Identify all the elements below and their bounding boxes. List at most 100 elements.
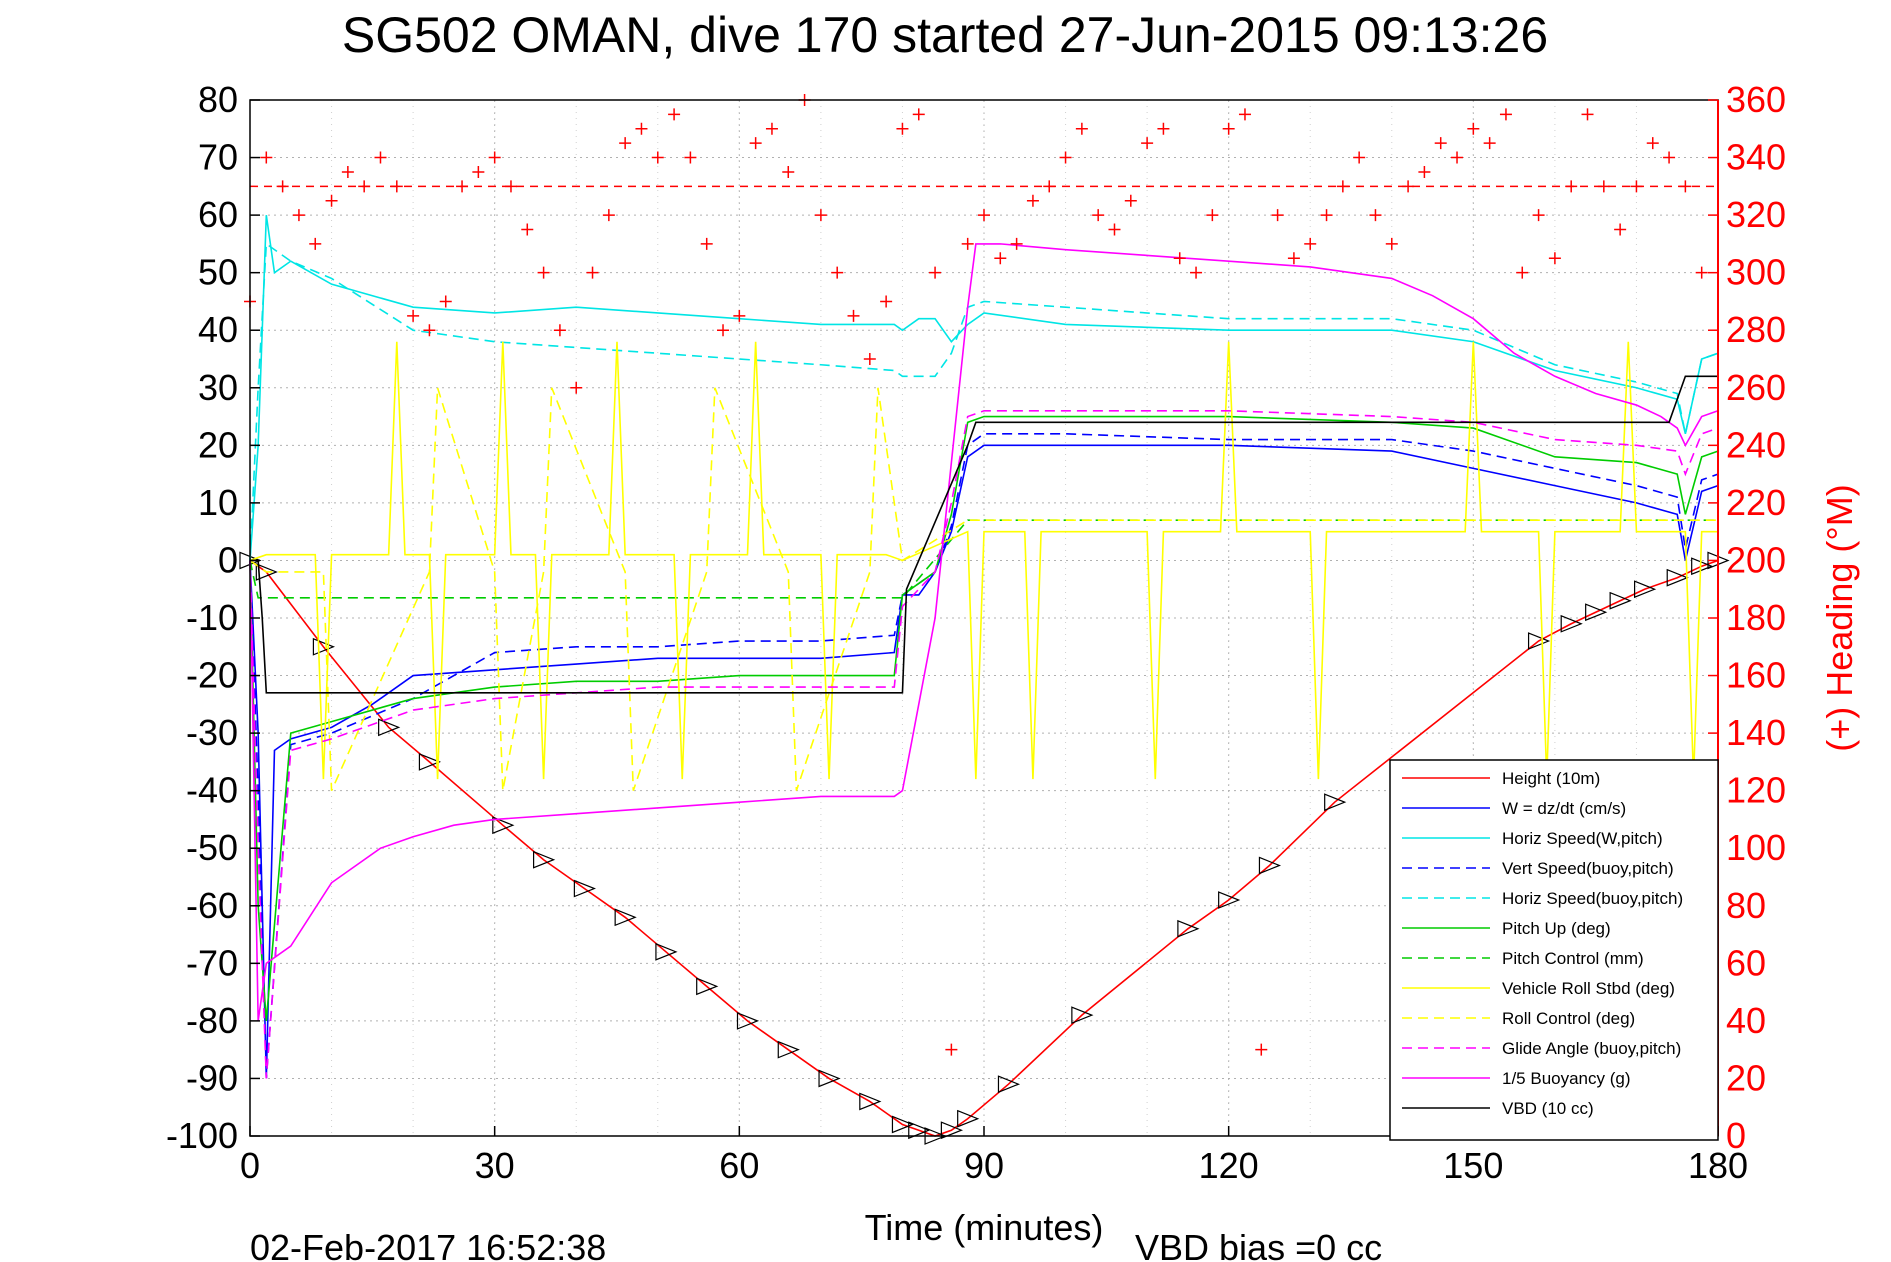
heading-point <box>1353 151 1366 164</box>
chart-title: SG502 OMAN, dive 170 started 27-Jun-2015… <box>342 7 1548 63</box>
legend-label: Vert Speed(buoy,pitch) <box>1502 859 1674 878</box>
heading-point <box>1663 151 1676 164</box>
height-marker <box>312 637 336 656</box>
heading-point <box>1630 180 1643 193</box>
heading-point <box>929 266 942 279</box>
heading-point <box>651 151 664 164</box>
heading-point <box>619 137 632 150</box>
heading-point <box>1614 223 1627 236</box>
heading-point <box>1499 108 1512 121</box>
heading-point <box>635 122 648 135</box>
heading-point <box>292 209 305 222</box>
heading-point <box>1190 266 1203 279</box>
heading-point <box>537 266 550 279</box>
y-right-tick-label: 100 <box>1726 827 1786 868</box>
height-marker <box>1560 614 1583 633</box>
series-line <box>249 214 1719 561</box>
y-right-tick-label: 120 <box>1726 770 1786 811</box>
heading-point <box>407 309 420 322</box>
height-marker <box>418 753 442 771</box>
series-vehicle-roll-stbd-deg <box>249 341 1718 780</box>
footer-vbd-bias: VBD bias =0 cc <box>1135 1227 1382 1262</box>
heading-point <box>1532 209 1545 222</box>
series-1-5-buoyancy-g <box>249 243 1719 1022</box>
heading-point <box>1369 209 1382 222</box>
y-right-tick-label: 140 <box>1726 712 1786 753</box>
heading-point <box>325 194 338 207</box>
series-line <box>249 409 1719 1079</box>
heading-point <box>1238 108 1251 121</box>
height-marker <box>1071 1006 1094 1025</box>
y-tick-label: 30 <box>198 367 238 408</box>
heading-point <box>994 252 1007 265</box>
heading-point <box>1646 137 1659 150</box>
heading-point <box>1385 237 1398 250</box>
heading-point <box>1141 137 1154 150</box>
legend-label: Pitch Up (deg) <box>1502 919 1611 938</box>
y-tick-label: 10 <box>198 482 238 523</box>
y-axis-right-label: (+) Heading (°M) <box>1819 484 1860 751</box>
legend-label: Horiz Speed(buoy,pitch) <box>1502 889 1683 908</box>
heading-point <box>390 180 403 193</box>
height-marker <box>696 977 719 996</box>
heading-point <box>945 1043 958 1056</box>
heading-point <box>814 209 827 222</box>
footer-timestamp: 02-Feb-2017 16:52:38 <box>250 1227 606 1262</box>
heading-point <box>1434 137 1447 150</box>
heading-point <box>684 151 697 164</box>
height-marker <box>255 563 278 581</box>
heading-point <box>488 151 501 164</box>
series-horiz-speed-buoy-pitch <box>249 242 1719 561</box>
height-marker <box>1177 919 1200 938</box>
heading-point <box>276 180 289 193</box>
heading-point <box>978 209 990 222</box>
y-right-tick-label: 0 <box>1726 1115 1746 1156</box>
legend: Height (10m) W = dz/dt (cm/s) Horiz Speed(… <box>1389 759 1719 1141</box>
heading-point <box>423 324 436 337</box>
height-marker <box>1324 793 1347 812</box>
height-marker <box>859 1092 882 1111</box>
heading-point <box>1320 209 1333 222</box>
heading-point <box>1467 122 1480 135</box>
heading-point <box>912 108 925 121</box>
y-right-tick-label: 60 <box>1726 942 1766 983</box>
y-tick-label: -90 <box>186 1057 238 1098</box>
y-right-tick-label: 280 <box>1726 309 1786 350</box>
y-tick-label: 40 <box>198 309 238 350</box>
x-tick-label: 90 <box>964 1145 1004 1186</box>
series-pitch-control-mm <box>249 519 1718 599</box>
heading-point <box>896 122 909 135</box>
x-tick-label: 150 <box>1443 1145 1503 1186</box>
y-tick-label: -80 <box>186 1000 238 1041</box>
height-marker <box>1585 603 1608 622</box>
y-right-tick-label: 160 <box>1726 655 1786 696</box>
x-tick-label: 60 <box>719 1145 759 1186</box>
y-tick-label: -40 <box>186 770 238 811</box>
height-marker <box>736 1012 760 1030</box>
y-right-tick-label: 220 <box>1726 482 1786 523</box>
x-tick-label: 120 <box>1199 1145 1259 1186</box>
heading-point <box>1124 194 1137 207</box>
x-axis-label: Time (minutes) <box>865 1207 1104 1248</box>
x-axis: 0 30 60 90 120 150 180 <box>240 1126 1748 1186</box>
height-marker <box>1666 568 1689 587</box>
y-tick-label: -10 <box>186 597 238 638</box>
height-marker <box>1634 580 1657 599</box>
legend-label: Horiz Speed(W,pitch) <box>1502 829 1663 848</box>
y-right-tick-label: 20 <box>1726 1057 1766 1098</box>
series-vbd-10-cc <box>250 375 1718 694</box>
heading-point <box>831 266 844 279</box>
height-marker <box>378 718 401 737</box>
legend-label: Roll Control (deg) <box>1502 1009 1635 1028</box>
height-marker <box>777 1040 800 1059</box>
heading-point <box>765 122 778 135</box>
heading-point <box>553 324 566 337</box>
y-tick-label: 80 <box>198 79 238 120</box>
height-marker <box>1691 557 1714 576</box>
height-marker <box>908 1121 931 1140</box>
y-right-tick-label: 300 <box>1726 252 1786 293</box>
heading-point <box>1336 180 1349 193</box>
y-tick-label: -50 <box>186 827 238 868</box>
heading-point <box>1287 252 1300 265</box>
heading-point <box>570 381 583 394</box>
